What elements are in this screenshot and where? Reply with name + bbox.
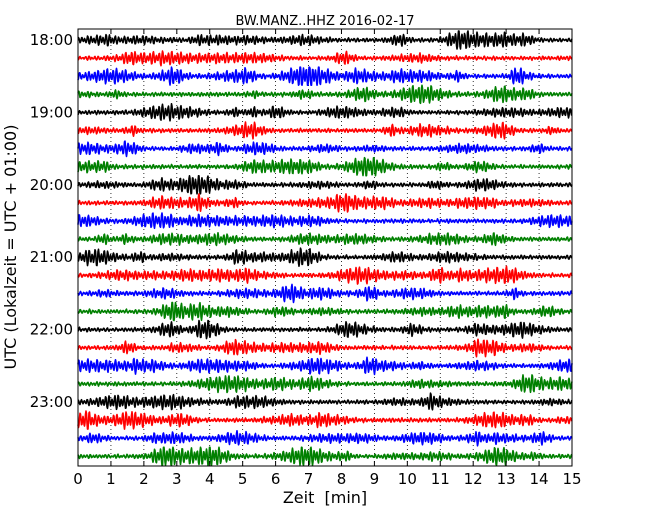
- plot-frame: [77, 28, 573, 467]
- x-tick-label-6: 6: [271, 470, 281, 488]
- trace-1830: [77, 66, 573, 86]
- x-tick-label-0: 0: [73, 470, 83, 488]
- trace-2000: [77, 175, 573, 195]
- y-tick-label-19:00: 19:00: [30, 103, 73, 121]
- y-tick-label-18:00: 18:00: [30, 31, 73, 49]
- y-axis-label: UTC (Lokalzeit = UTC + 01:00): [1, 125, 20, 370]
- trace-2030: [77, 212, 573, 230]
- trace-2015: [77, 193, 573, 213]
- chart-title: BW.MANZ..HHZ 2016-02-17: [235, 14, 414, 29]
- trace-2100: [77, 247, 573, 267]
- grid-lines: [110, 29, 540, 466]
- y-tick-label-21:00: 21:00: [30, 248, 73, 266]
- x-tick-label-4: 4: [205, 470, 215, 488]
- trace-2215: [77, 338, 573, 358]
- trace-2345: [77, 446, 573, 467]
- trace-2145: [77, 301, 573, 322]
- trace-2115: [77, 265, 573, 285]
- trace-2300: [77, 392, 573, 411]
- x-tick-label-11: 11: [431, 470, 450, 488]
- x-tick-label-1: 1: [106, 470, 116, 488]
- x-tick-label-15: 15: [562, 470, 581, 488]
- x-tick-label-10: 10: [398, 470, 417, 488]
- trace-1845: [77, 84, 573, 105]
- trace-1915: [77, 121, 573, 140]
- trace-1815: [77, 50, 573, 67]
- trace-1945: [77, 156, 573, 177]
- trace-2330: [77, 429, 573, 447]
- x-tick-label-8: 8: [337, 470, 347, 488]
- trace-2045: [77, 231, 573, 247]
- x-tick-label-2: 2: [139, 470, 149, 488]
- y-axis-ticks: 18:00 19:00 20:00 21:00 22:00 23:00: [30, 31, 83, 411]
- x-tick-label-7: 7: [304, 470, 314, 488]
- seismic-traces: [77, 30, 573, 467]
- trace-2245: [77, 374, 573, 394]
- trace-2315: [77, 410, 573, 430]
- x-axis-ticks: 0 1 2 3 4 5 6 7 8 9 10 11 12 13 14 15: [73, 29, 582, 488]
- y-tick-label-20:00: 20:00: [30, 176, 73, 194]
- x-tick-label-13: 13: [497, 470, 516, 488]
- x-tick-label-14: 14: [530, 470, 549, 488]
- trace-2200: [77, 319, 573, 340]
- trace-1930: [77, 140, 573, 158]
- x-tick-label-12: 12: [464, 470, 483, 488]
- trace-2130: [77, 283, 573, 304]
- x-tick-label-9: 9: [370, 470, 380, 488]
- trace-2230: [77, 356, 573, 376]
- trace-1900: [77, 103, 573, 122]
- trace-1800: [77, 30, 573, 50]
- y-tick-label-23:00: 23:00: [30, 393, 73, 411]
- x-tick-label-3: 3: [172, 470, 182, 488]
- x-axis-label: Zeit [min]: [283, 488, 367, 507]
- y-tick-label-22:00: 22:00: [30, 321, 73, 339]
- x-tick-label-5: 5: [238, 470, 248, 488]
